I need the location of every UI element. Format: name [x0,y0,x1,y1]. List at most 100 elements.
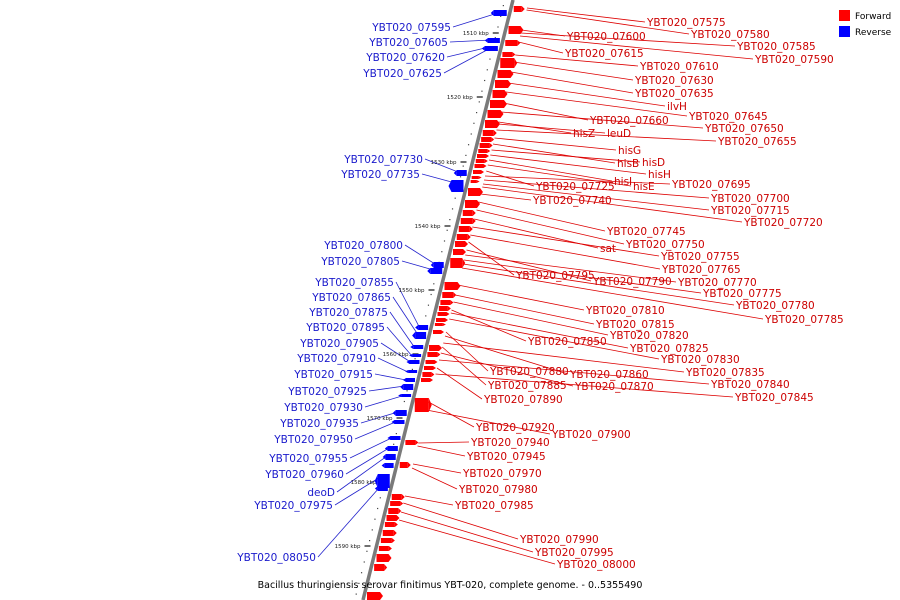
legend-forward-swatch [839,10,850,21]
gene-label: YBT020_07960 [264,469,344,481]
genome-caption: Bacillus thuringiensis serovar finitimus… [258,580,643,591]
minor-tick [411,368,413,370]
minor-tick [430,293,432,296]
leader-line [483,179,710,199]
tick-label: 1580 kbp [351,480,377,486]
gene-arrowhead [490,10,494,16]
gene-label: YBT020_07600 [566,31,646,43]
leader-line [466,249,592,282]
leader-line [500,111,704,129]
gene-feature [395,410,407,416]
gene-arrowhead [433,366,436,370]
leader-line [412,463,462,474]
minor-tick [360,572,363,574]
leader-line [520,32,736,47]
minor-tick [486,69,488,71]
gene-feature [505,40,518,46]
minor-tick [459,176,462,178]
leader-line [404,495,454,506]
gene-label: YBT020_07590 [754,54,834,66]
gene-arrowhead [469,226,473,232]
gene-feature [384,463,394,468]
leader-line [334,475,383,506]
minor-tick [484,79,486,82]
gene-feature [490,100,504,108]
gene-label: YBT020_07805 [320,256,400,268]
tick-label: 1510 kbp [463,31,489,37]
leader-line [496,129,717,142]
gene-feature [484,46,498,51]
gene-arrowhead [388,546,392,551]
legend-reverse-swatch [839,26,850,37]
gene-label: YBT020_07645 [688,111,768,123]
gene-label: YBT020_07995 [534,547,614,559]
minor-tick [406,390,408,392]
gene-feature [384,522,395,527]
minor-tick [476,112,478,114]
gene-feature [429,345,439,351]
gene-feature [478,149,488,153]
leader-line [526,9,690,35]
leader-line [403,502,519,540]
gene-arrowhead [478,176,482,179]
minor-tick [395,433,397,435]
gene-feature [413,345,424,349]
gene-feature [442,292,454,298]
gene-arrowhead [521,6,525,12]
leader-line [395,281,420,328]
gene-label: YBT020_07625 [362,68,442,80]
gene-arrowhead [486,154,489,158]
minor-tick [473,122,475,124]
gene-arrowhead [398,508,402,514]
minor-tick [369,540,371,542]
genome-backbone [361,0,515,600]
gene-feature [481,137,492,142]
leader-line [488,159,613,182]
leader-line [455,294,595,325]
gene-label: YBT020_07785 [764,314,844,326]
gene-feature [390,436,401,440]
minor-tick [377,507,379,510]
gene-arrowhead [403,378,406,382]
gene-arrowhead [448,180,452,192]
gene-feature [399,462,408,468]
gene-feature [474,164,484,168]
gene-feature [487,110,501,118]
gene-feature [374,564,385,571]
gene-arrowhead [480,188,483,196]
gene-arrowhead [394,522,398,527]
gene-label: YBT020_07950 [273,434,353,446]
leader-line [392,296,418,335]
gene-feature [455,241,465,247]
gene-label: YBT020_07940 [470,437,550,449]
leader-line [424,158,459,173]
gene-feature [382,530,394,536]
gene-arrowhead [504,100,507,108]
gene-arrowhead [374,474,378,488]
leader-line [336,455,388,493]
gene-feature [414,398,429,412]
leader-line [380,342,411,363]
leader-line [360,411,399,424]
gene-arrowhead [430,262,434,268]
gene-feature [502,52,513,57]
gene-labels: YBT020_07595 YBT020_07605 YBT020_07620 YBT0… [236,17,843,571]
leader-line [510,71,634,94]
leader-line [518,41,564,54]
gene-label: YBT020_07925 [287,386,367,398]
leader-line [526,7,646,23]
leader-line [438,359,710,385]
gene-label: YBT020_07790 [592,276,672,288]
leader-line [426,409,551,435]
gene-label: YBT020_07770 [677,277,757,289]
gene-arrowhead [392,410,396,416]
gene-feature [450,258,463,268]
legend-forward-label: Forward [855,12,891,22]
gene-label: YBT020_07895 [305,322,385,334]
gene-feature [440,300,451,305]
leader-line [444,335,569,375]
gene-feature [418,325,429,330]
gene-feature [479,143,490,148]
gene-feature [460,218,473,224]
gene-label: YBT020_07635 [634,88,714,100]
